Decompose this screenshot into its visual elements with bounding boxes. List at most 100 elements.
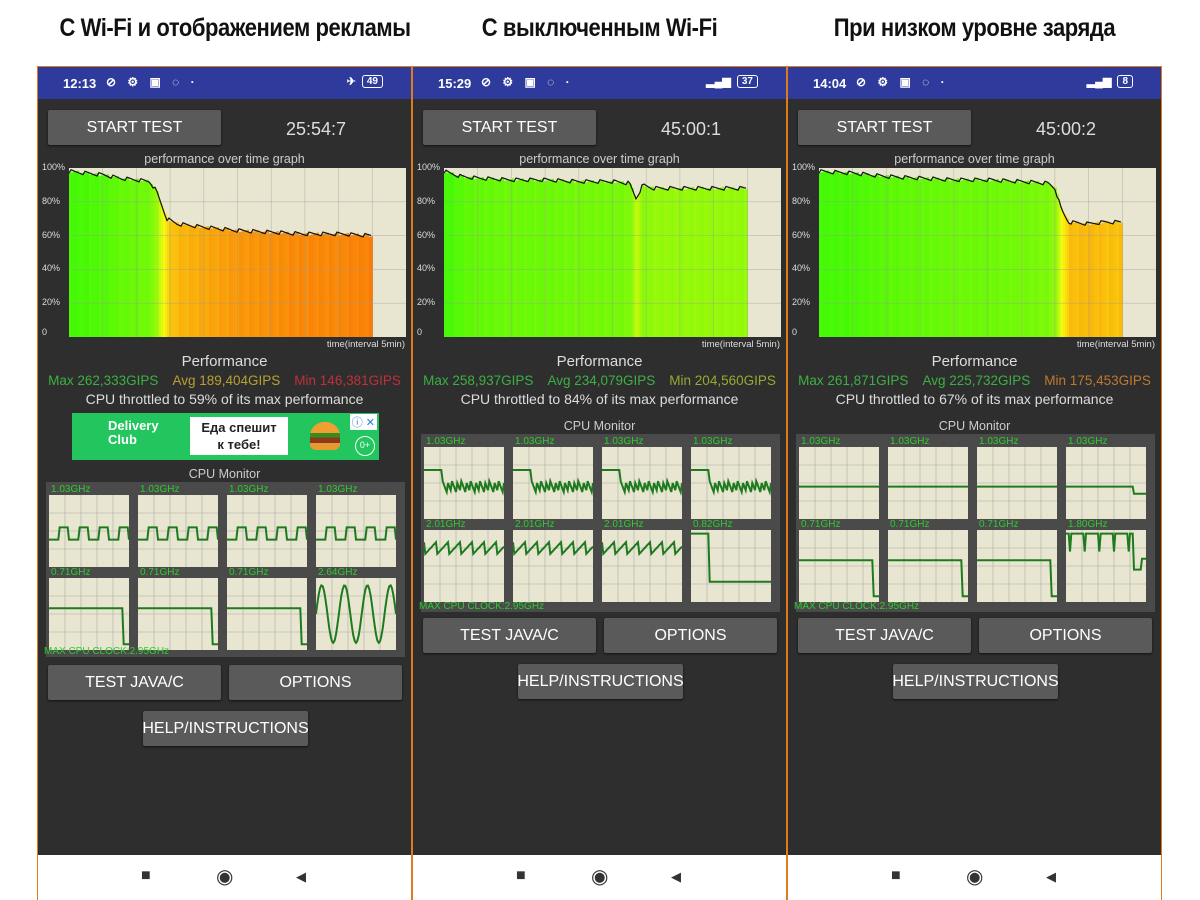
avg-gips: Avg 189,404GIPS [172, 373, 281, 388]
help-instructions-button[interactable]: HELP/INSTRUCTIONS [142, 711, 309, 746]
ad-close-button[interactable]: ⓘ ✕ [349, 414, 377, 430]
home-button[interactable]: ◉ [966, 866, 984, 888]
cpu-core-graph: 1.03GHz [316, 484, 396, 567]
performance-bar [241, 231, 243, 337]
performance-bar [295, 232, 297, 337]
performance-bar [95, 173, 97, 337]
performance-bar [664, 189, 666, 337]
performance-bar [556, 181, 558, 337]
start-test-button[interactable]: START TEST [423, 110, 596, 145]
performance-bar [448, 172, 450, 337]
performance-bar [692, 186, 694, 337]
performance-bar [740, 187, 742, 337]
core-frequency-trace [316, 526, 396, 541]
core-frequency-trace [513, 469, 593, 496]
performance-bar [614, 183, 616, 337]
options-button[interactable]: OPTIONS [604, 618, 777, 653]
signal-icon: ▂▄▆ [706, 76, 731, 88]
performance-bar [1039, 183, 1041, 337]
performance-bar [339, 235, 341, 337]
performance-bar [99, 175, 101, 337]
performance-bar [546, 180, 548, 337]
cpu-core-graph: 1.03GHz [227, 484, 307, 567]
performance-bar [77, 170, 79, 337]
cpu-monitor-title: CPU Monitor [188, 467, 261, 481]
headline: С выключенным Wi-Fi [481, 14, 718, 42]
performance-bar [610, 180, 612, 337]
test-java-c-button[interactable]: TEST JAVA/C [48, 665, 221, 700]
performance-graph [444, 168, 781, 337]
performance-bar [891, 177, 893, 337]
home-button[interactable]: ◉ [591, 866, 609, 888]
performance-bar [1079, 224, 1081, 337]
core-frequency: 0.82GHz [693, 519, 733, 530]
performance-bar [83, 172, 85, 337]
performance-bar [662, 186, 664, 337]
options-button[interactable]: OPTIONS [979, 618, 1152, 653]
core-frequency: 0.71GHz [229, 567, 269, 578]
performance-bar [444, 172, 446, 337]
recent-apps-button[interactable]: ■ [891, 867, 901, 884]
performance-bar [105, 174, 107, 337]
y-tick-label: 80% [792, 196, 811, 206]
performance-bar [125, 178, 127, 337]
recent-apps-button[interactable]: ■ [141, 867, 151, 884]
cpu-core-graph: 1.03GHz [138, 484, 218, 567]
test-java-c-button[interactable]: TEST JAVA/C [798, 618, 971, 653]
core-frequency-trace [977, 559, 1057, 598]
performance-bar [484, 179, 486, 337]
core-frequency-trace [227, 526, 307, 541]
performance-bar [925, 177, 927, 337]
cpu-core-graph: 1.03GHz [691, 436, 771, 519]
performance-bar [532, 178, 534, 337]
performance-bar [875, 174, 877, 337]
y-tick-label: 20% [792, 297, 811, 307]
performance-line [69, 169, 372, 238]
performance-bar [690, 187, 692, 337]
core-frequency-trace [888, 559, 968, 598]
back-button[interactable]: ◀ [671, 869, 681, 884]
start-test-button[interactable]: START TEST [798, 110, 971, 145]
back-button[interactable]: ◀ [1046, 869, 1056, 884]
performance-bar [678, 188, 680, 337]
performance-bar [500, 178, 502, 337]
help-instructions-button[interactable]: HELP/INSTRUCTIONS [517, 664, 684, 699]
performance-bar [219, 230, 221, 337]
recent-apps-button[interactable]: ■ [516, 867, 526, 884]
performance-bar [279, 233, 281, 337]
performance-bar [189, 226, 191, 337]
performance-bar [724, 189, 726, 337]
performance-bar [833, 172, 835, 337]
min-gips: Min 204,560GIPS [669, 373, 776, 388]
performance-bar [239, 231, 241, 337]
performance-bar [237, 229, 239, 337]
performance-bar [961, 180, 963, 337]
performance-bar [558, 180, 560, 337]
performance-bar [704, 189, 706, 337]
graph-title: performance over time graph [519, 152, 680, 166]
test-java-c-button[interactable]: TEST JAVA/C [423, 618, 596, 653]
time-axis-label: time(interval 5min) [326, 339, 405, 350]
home-button[interactable]: ◉ [216, 866, 234, 888]
back-button[interactable]: ◀ [296, 869, 306, 884]
performance-bar [522, 178, 524, 337]
core-frequency: 2.01GHz [426, 519, 466, 530]
time-axis-label: time(interval 5min) [1076, 339, 1155, 350]
y-tick-label: 60% [417, 230, 436, 240]
core-frequency-trace [602, 539, 682, 557]
performance-bar [1091, 224, 1093, 337]
performance-bar [345, 233, 347, 337]
start-test-button[interactable]: START TEST [48, 110, 221, 145]
performance-bar [1041, 183, 1043, 337]
options-button[interactable]: OPTIONS [229, 665, 402, 700]
core-frequency: 0.71GHz [140, 567, 180, 578]
help-instructions-button[interactable]: HELP/INSTRUCTIONS [892, 664, 1059, 699]
core-trace-graph [316, 578, 396, 650]
performance-bar [87, 171, 89, 337]
performance-bar [588, 181, 590, 337]
performance-bar [696, 188, 698, 337]
core-trace-graph [602, 530, 682, 602]
performance-bar [165, 213, 167, 337]
performance-bar [143, 180, 145, 337]
